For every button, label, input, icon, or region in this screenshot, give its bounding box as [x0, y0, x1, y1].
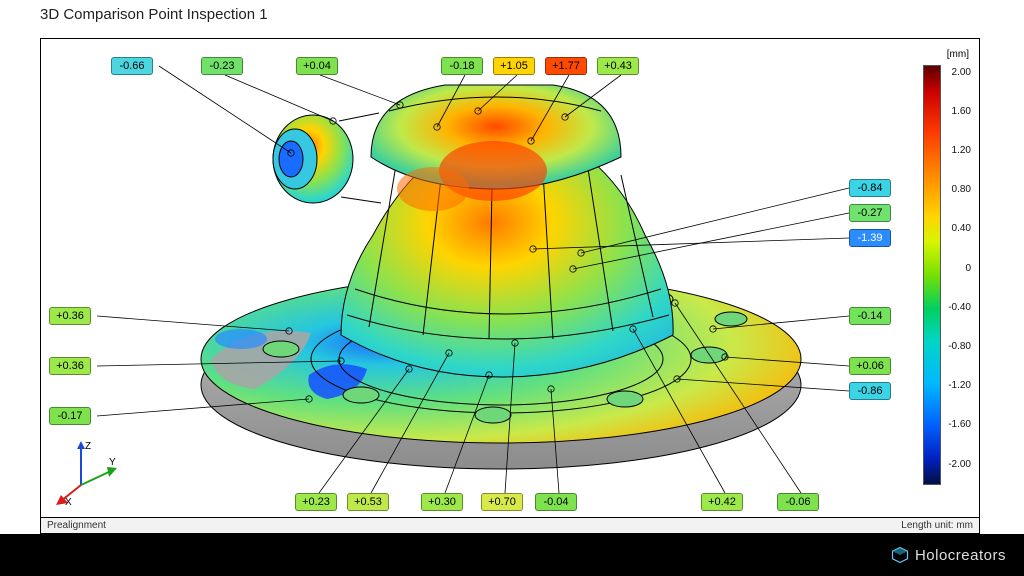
callout-tag[interactable]: -0.18: [441, 57, 483, 75]
callout-tag[interactable]: -0.23: [201, 57, 243, 75]
legend-unit: [mm]: [919, 49, 973, 60]
legend-tick: -1.20: [948, 380, 971, 391]
callout-tag[interactable]: +0.53: [347, 493, 389, 511]
page-title: 3D Comparison Point Inspection 1: [40, 6, 268, 23]
svg-text:Y: Y: [109, 457, 116, 468]
status-right: Length unit: mm: [901, 520, 973, 531]
status-left: Prealignment: [47, 520, 106, 531]
callout-tag[interactable]: +0.70: [481, 493, 523, 511]
svg-text:Z: Z: [85, 441, 91, 452]
callout-tag[interactable]: -0.27: [849, 204, 891, 222]
callout-tag[interactable]: +0.04: [296, 57, 338, 75]
callout-tag[interactable]: -0.84: [849, 179, 891, 197]
callout-tag[interactable]: +0.43: [597, 57, 639, 75]
viewport-3d[interactable]: [mm] 2.00 1.60 1.20 0.80 0.40 0 -0.40 -0.80 -1.2…: [40, 38, 980, 518]
brand-name: Holocreators: [915, 547, 1006, 564]
callout-tag[interactable]: +0.36: [49, 357, 91, 375]
legend-tick: -1.60: [948, 419, 971, 430]
svg-text:X: X: [65, 497, 72, 507]
callout-tag[interactable]: +1.77: [545, 57, 587, 75]
callout-tag[interactable]: -0.06: [777, 493, 819, 511]
footer-band: Holocreators: [0, 534, 1024, 576]
callout-tag[interactable]: +0.30: [421, 493, 463, 511]
callout-tag[interactable]: +1.05: [493, 57, 535, 75]
legend-tick: 0.40: [952, 223, 971, 234]
legend-tick: 1.20: [952, 145, 971, 156]
legend-tick: -0.40: [948, 302, 971, 313]
legend-tick: 2.00: [952, 67, 971, 78]
legend-tick: 0: [965, 263, 971, 274]
callout-tag[interactable]: +0.36: [49, 307, 91, 325]
legend-bar: [923, 65, 941, 485]
callout-tag[interactable]: -0.66: [111, 57, 153, 75]
brand-logo: Holocreators: [891, 546, 1006, 564]
callout-tag[interactable]: -0.14: [849, 307, 891, 325]
callout-tag[interactable]: -1.39: [849, 229, 891, 247]
callout-tag[interactable]: -0.17: [49, 407, 91, 425]
color-legend: [mm] 2.00 1.60 1.20 0.80 0.40 0 -0.40 -0.80 -1.2…: [919, 49, 973, 501]
legend-tick: -2.00: [948, 459, 971, 470]
legend-tick: -0.80: [948, 341, 971, 352]
callout-tag[interactable]: +0.23: [295, 493, 337, 511]
callout-tag[interactable]: -0.04: [535, 493, 577, 511]
callout-tag[interactable]: +0.06: [849, 357, 891, 375]
legend-tick: 0.80: [952, 184, 971, 195]
axis-triad: Z Y X: [51, 437, 121, 507]
callout-tag[interactable]: +0.42: [701, 493, 743, 511]
legend-tick: 1.60: [952, 106, 971, 117]
model-render: [41, 39, 981, 519]
status-bar: Prealignment Length unit: mm: [40, 518, 980, 534]
callout-tag[interactable]: -0.86: [849, 382, 891, 400]
